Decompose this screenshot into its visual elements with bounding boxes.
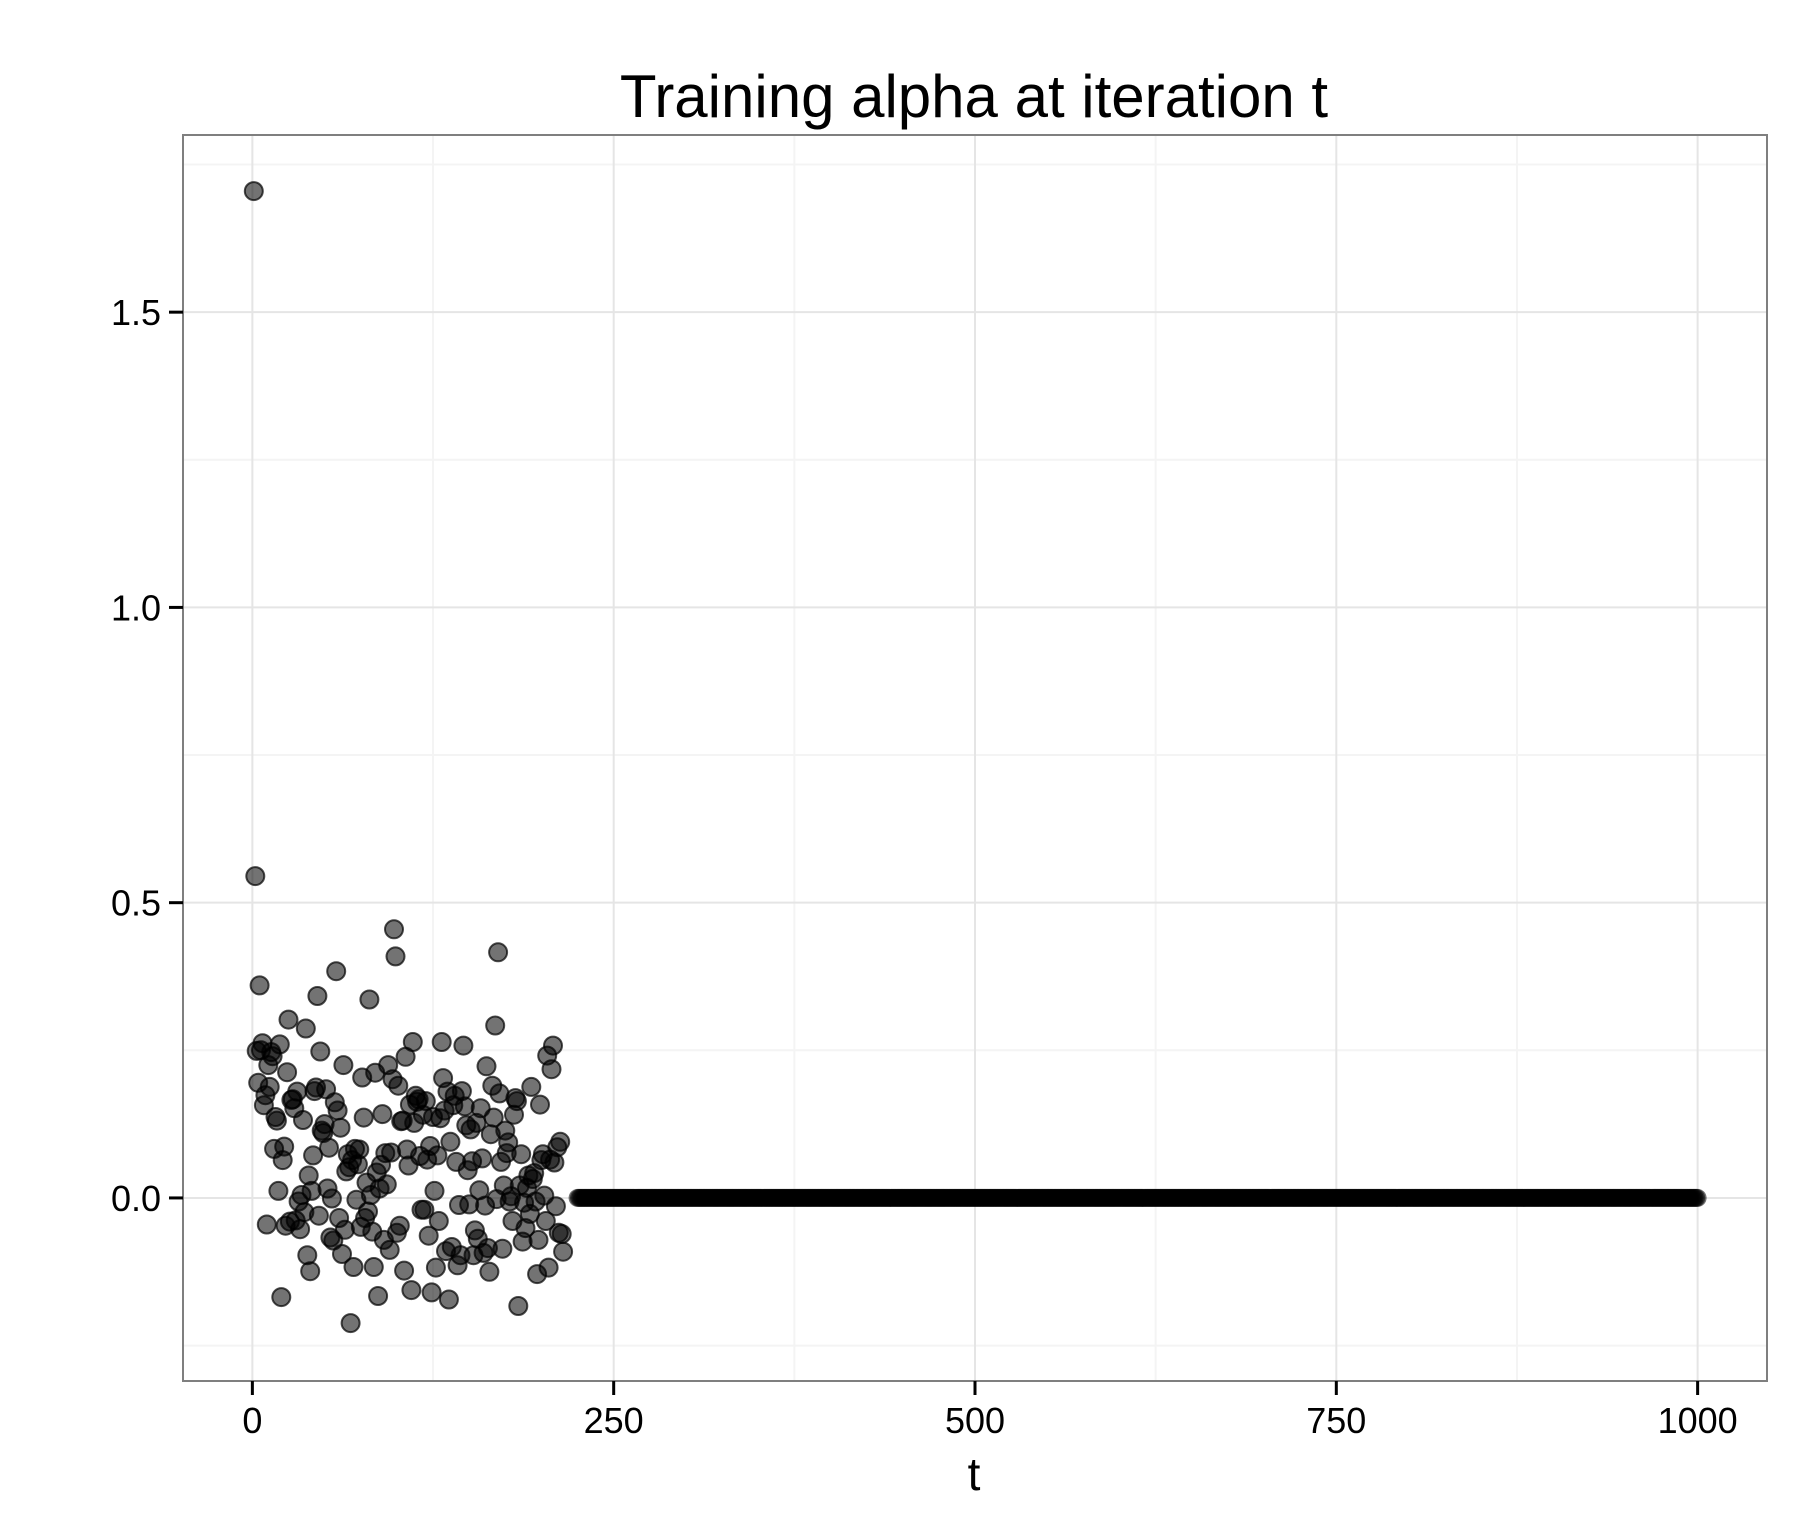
data-point: [535, 1211, 556, 1231]
data-point: [308, 1205, 329, 1226]
data-point: [508, 1296, 529, 1316]
data-point: [287, 1081, 308, 1102]
data-point: [418, 1225, 439, 1246]
data-point: [358, 1201, 378, 1222]
data-point: [353, 1107, 374, 1128]
x-tick-label: 250: [584, 1400, 644, 1441]
data-point: [550, 1131, 571, 1152]
y-tick-label: 0.5: [111, 883, 161, 924]
data-point: [330, 1117, 351, 1138]
data-point: [545, 1196, 566, 1217]
data-point: [485, 1015, 506, 1036]
y-tick-label: 1.0: [111, 587, 161, 628]
data-point: [476, 1056, 497, 1077]
data-point: [326, 961, 347, 982]
data-point: [300, 1261, 321, 1282]
data-point: [256, 1214, 277, 1235]
x-tick-label: 500: [945, 1400, 1005, 1441]
data-point: [277, 1062, 298, 1083]
data-point: [249, 975, 270, 996]
data-point: [290, 1219, 311, 1240]
data-point: [307, 986, 328, 1006]
x-tick-label: 750: [1306, 1400, 1366, 1441]
data-point: [389, 1215, 410, 1236]
data-point: [295, 1018, 316, 1039]
data-point: [394, 1260, 415, 1281]
data-point: [268, 1180, 289, 1201]
data-point: [453, 1035, 474, 1056]
data-point: [551, 1224, 572, 1244]
data-point: [528, 1229, 549, 1250]
data-point: [334, 1219, 355, 1240]
data-point: [297, 1245, 318, 1266]
data-point: [332, 1244, 352, 1264]
y-tick-label: 1.5: [111, 292, 161, 333]
data-point: [376, 1174, 397, 1195]
data-point: [1688, 1188, 1707, 1207]
data-point: [428, 1211, 449, 1231]
data-point: [340, 1313, 361, 1334]
data-point: [259, 1076, 280, 1097]
data-point: [384, 919, 404, 940]
data-point: [543, 1035, 563, 1056]
data-point: [431, 1032, 452, 1052]
x-tick-label: 0: [242, 1400, 262, 1441]
data-point: [368, 1286, 389, 1306]
data-point: [319, 1137, 339, 1158]
data-point: [303, 1145, 324, 1166]
data-point: [266, 1110, 287, 1131]
data-point: [424, 1180, 445, 1201]
data-point: [310, 1041, 331, 1062]
data-point: [402, 1032, 423, 1052]
data-point: [321, 1188, 342, 1209]
data-point: [333, 1055, 354, 1076]
y-tick-label: 0.0: [111, 1178, 161, 1219]
data-point: [381, 1142, 402, 1163]
data-point: [427, 1145, 448, 1166]
data-point: [483, 1107, 504, 1128]
data-point: [327, 1100, 348, 1121]
data-point: [245, 866, 266, 887]
data-point: [530, 1094, 550, 1115]
data-point: [372, 1104, 393, 1125]
data-point: [343, 1257, 364, 1277]
data-point: [472, 1148, 493, 1169]
chart-title: Training alpha at iteration t: [620, 63, 1329, 130]
data-point: [269, 1034, 290, 1055]
data-point: [401, 1280, 422, 1301]
data-point: [553, 1241, 574, 1262]
data-point: [511, 1144, 532, 1165]
data-point: [414, 1199, 435, 1220]
data-point: [488, 942, 509, 963]
data-point: [541, 1059, 562, 1080]
data-point: [521, 1076, 542, 1097]
x-axis-label: t: [968, 1448, 981, 1500]
data-point: [274, 1136, 295, 1157]
data-point: [425, 1257, 446, 1278]
data-point: [349, 1139, 370, 1160]
data-point: [293, 1110, 313, 1130]
data-point: [385, 946, 406, 967]
data-point: [492, 1238, 513, 1259]
data-point: [506, 1091, 527, 1112]
data-point: [498, 1132, 519, 1153]
data-point: [538, 1257, 559, 1278]
data-point: [438, 1289, 459, 1310]
data-point: [363, 1257, 384, 1277]
y-axis: 0.0 0.5 1.0 1.5: [111, 292, 183, 1219]
data-point: [243, 181, 264, 202]
x-axis: 0 250 500 750 1000: [242, 1381, 1738, 1441]
x-tick-label: 1000: [1658, 1400, 1738, 1441]
data-point: [421, 1282, 442, 1303]
data-point: [271, 1287, 292, 1308]
data-point: [278, 1009, 299, 1030]
data-point: [479, 1261, 500, 1282]
data-point: [359, 989, 380, 1010]
data-point: [379, 1239, 400, 1260]
data-point: [388, 1075, 409, 1096]
data-point: [440, 1131, 461, 1152]
data-points: [243, 181, 1707, 1334]
